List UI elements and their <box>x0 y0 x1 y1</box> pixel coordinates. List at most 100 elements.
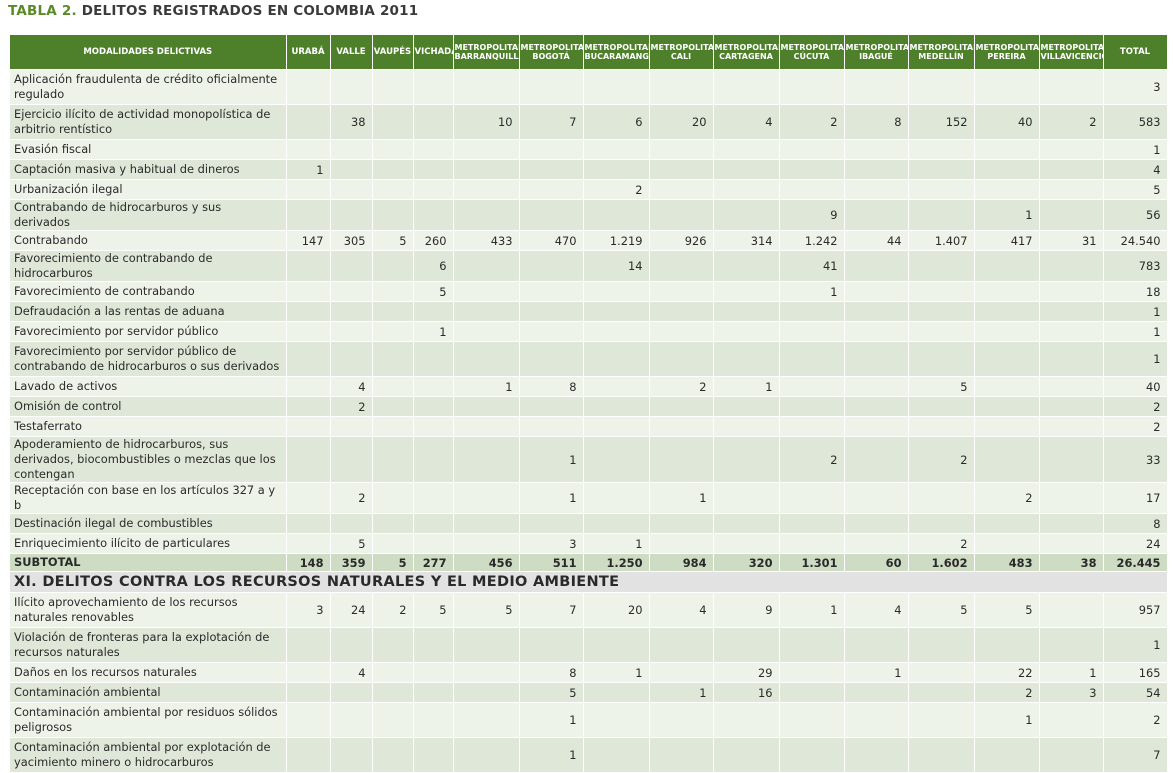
table-title: TABLA 2. DELITOS REGISTRADOS EN COLOMBIA… <box>8 3 418 19</box>
value-cell: 18 <box>1103 281 1168 302</box>
value-cell <box>779 341 845 377</box>
value-cell <box>974 416 1040 437</box>
value-cell: 1 <box>649 482 714 514</box>
value-cell: 433 <box>453 230 520 251</box>
value-cell <box>413 301 454 322</box>
value-cell: 1 <box>1103 139 1168 160</box>
value-cell: 56 <box>1103 199 1168 231</box>
value-cell <box>713 69 780 105</box>
value-cell: 2 <box>974 682 1040 703</box>
value-cell: 783 <box>1103 250 1168 282</box>
value-cell <box>974 159 1040 180</box>
value-cell: 10 <box>453 104 520 140</box>
subtotal-value: 984 <box>649 553 714 572</box>
value-cell <box>1039 737 1104 773</box>
row-label: Contrabando <box>10 230 287 251</box>
value-cell <box>519 179 584 200</box>
value-cell <box>330 513 373 534</box>
value-cell <box>372 482 414 514</box>
value-cell <box>413 179 454 200</box>
value-cell: 1 <box>519 702 584 738</box>
value-cell <box>583 682 650 703</box>
value-cell <box>372 199 414 231</box>
value-cell: 1 <box>649 682 714 703</box>
table-row: Testaferrato 2 <box>10 416 1168 437</box>
value-cell <box>372 341 414 377</box>
value-cell <box>1039 627 1104 663</box>
row-label: Contaminación ambiental <box>10 682 287 703</box>
value-cell <box>844 533 909 554</box>
value-cell <box>453 662 520 683</box>
value-cell <box>453 159 520 180</box>
table-row: Contaminación ambiental por explotación … <box>10 737 1168 773</box>
value-cell <box>519 321 584 342</box>
header-cell: VICHADA <box>413 35 454 70</box>
value-cell: 2 <box>649 376 714 397</box>
value-cell: 8 <box>844 104 909 140</box>
value-cell <box>286 104 331 140</box>
subtotal-value: 148 <box>286 553 331 572</box>
value-cell <box>844 682 909 703</box>
value-cell <box>413 69 454 105</box>
value-cell <box>1039 139 1104 160</box>
row-label: Favorecimiento por servidor público de c… <box>10 341 287 377</box>
value-cell <box>1039 436 1104 483</box>
value-cell <box>844 199 909 231</box>
value-cell <box>844 416 909 437</box>
subtotal-value: 5 <box>372 553 414 572</box>
value-cell <box>649 436 714 483</box>
subtotal-value: 359 <box>330 553 373 572</box>
value-cell <box>453 139 520 160</box>
value-cell <box>413 682 454 703</box>
value-cell: 7 <box>519 592 584 628</box>
subtotal-value: 511 <box>519 553 584 572</box>
table-row: Apoderamiento de hidrocarburos, sus deri… <box>10 436 1168 483</box>
table-row: Contrabando 147 305 5 260 433 470 1.219 926 314 1.… <box>10 230 1168 251</box>
value-cell: 1 <box>519 482 584 514</box>
value-cell <box>372 139 414 160</box>
value-cell <box>1039 416 1104 437</box>
value-cell <box>713 533 780 554</box>
value-cell: 1 <box>519 436 584 483</box>
value-cell: 147 <box>286 230 331 251</box>
value-cell <box>649 199 714 231</box>
value-cell: 2 <box>1103 416 1168 437</box>
value-cell <box>1039 702 1104 738</box>
header-cell: METROPOLITANA CALI <box>649 35 714 70</box>
value-cell <box>330 682 373 703</box>
section-title: XI. DELITOS CONTRA LOS RECURSOS NATURALE… <box>10 571 1168 593</box>
value-cell <box>519 159 584 180</box>
value-cell <box>1039 69 1104 105</box>
value-cell <box>583 199 650 231</box>
value-cell: 4 <box>330 662 373 683</box>
value-cell <box>1039 321 1104 342</box>
table-row: Favorecimiento de contrabando 5 1 18 <box>10 281 1168 302</box>
value-cell <box>1039 281 1104 302</box>
value-cell <box>908 139 975 160</box>
value-cell: 7 <box>1103 737 1168 773</box>
value-cell <box>286 533 331 554</box>
value-cell: 2 <box>583 179 650 200</box>
value-cell <box>713 436 780 483</box>
value-cell <box>372 376 414 397</box>
value-cell <box>330 159 373 180</box>
table-row: Ilícito aprovechamiento de los recursos … <box>10 592 1168 628</box>
value-cell <box>649 737 714 773</box>
value-cell <box>649 179 714 200</box>
value-cell: 1 <box>974 199 1040 231</box>
value-cell: 2 <box>372 592 414 628</box>
value-cell <box>908 159 975 180</box>
value-cell <box>779 682 845 703</box>
value-cell <box>413 341 454 377</box>
table-title-text: DELITOS REGISTRADOS EN COLOMBIA 2011 <box>81 3 419 19</box>
value-cell <box>286 513 331 534</box>
value-cell <box>286 627 331 663</box>
value-cell <box>453 627 520 663</box>
value-cell <box>453 396 520 417</box>
table-row: Contrabando de hidrocarburos y sus deriv… <box>10 199 1168 231</box>
value-cell <box>1039 533 1104 554</box>
value-cell: 260 <box>413 230 454 251</box>
value-cell: 6 <box>413 250 454 282</box>
value-cell <box>372 250 414 282</box>
value-cell <box>974 341 1040 377</box>
